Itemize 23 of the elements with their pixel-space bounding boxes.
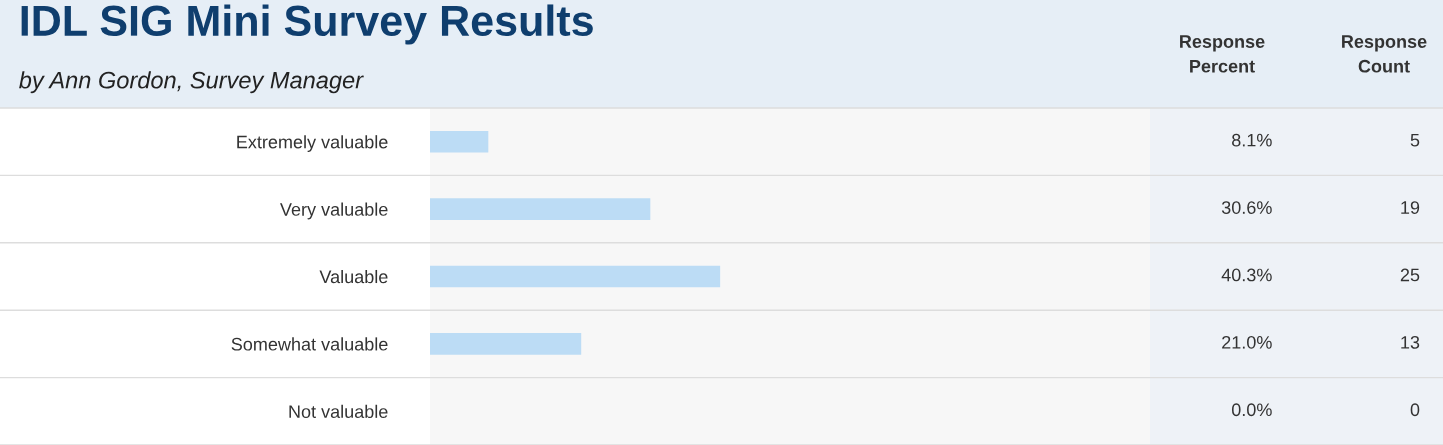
data-label: 8.1% xyxy=(1232,133,1272,147)
data-label: 0.0% xyxy=(1231,403,1272,417)
text: Response Percent xyxy=(1180,35,1265,73)
text: 0 xyxy=(1410,403,1420,417)
text: by Ann Gordon, Survey Manager xyxy=(19,71,364,94)
text: 13 xyxy=(1401,335,1420,349)
data-label: 40.3% xyxy=(1221,268,1272,282)
y-tick-label: Valuable xyxy=(319,269,388,284)
chart-title: IDL SIG Mini Survey Results xyxy=(21,4,593,45)
bar xyxy=(430,265,721,288)
y-tick-label: Not valuable xyxy=(289,404,388,419)
text: 5 xyxy=(1410,133,1420,147)
text: Response Count xyxy=(1342,35,1427,73)
y-tick-label: Extremely valuable xyxy=(237,135,388,152)
bar xyxy=(430,333,582,355)
text: 19 xyxy=(1401,201,1420,214)
bar xyxy=(430,130,489,153)
y-tick-label: Somewhat valuable xyxy=(231,337,388,351)
data-label: 21.0% xyxy=(1222,335,1272,349)
data-label: 30.6% xyxy=(1221,201,1272,214)
y-tick-label: Very valuable xyxy=(280,202,388,220)
text: 25 xyxy=(1400,268,1420,282)
bar xyxy=(430,198,651,220)
